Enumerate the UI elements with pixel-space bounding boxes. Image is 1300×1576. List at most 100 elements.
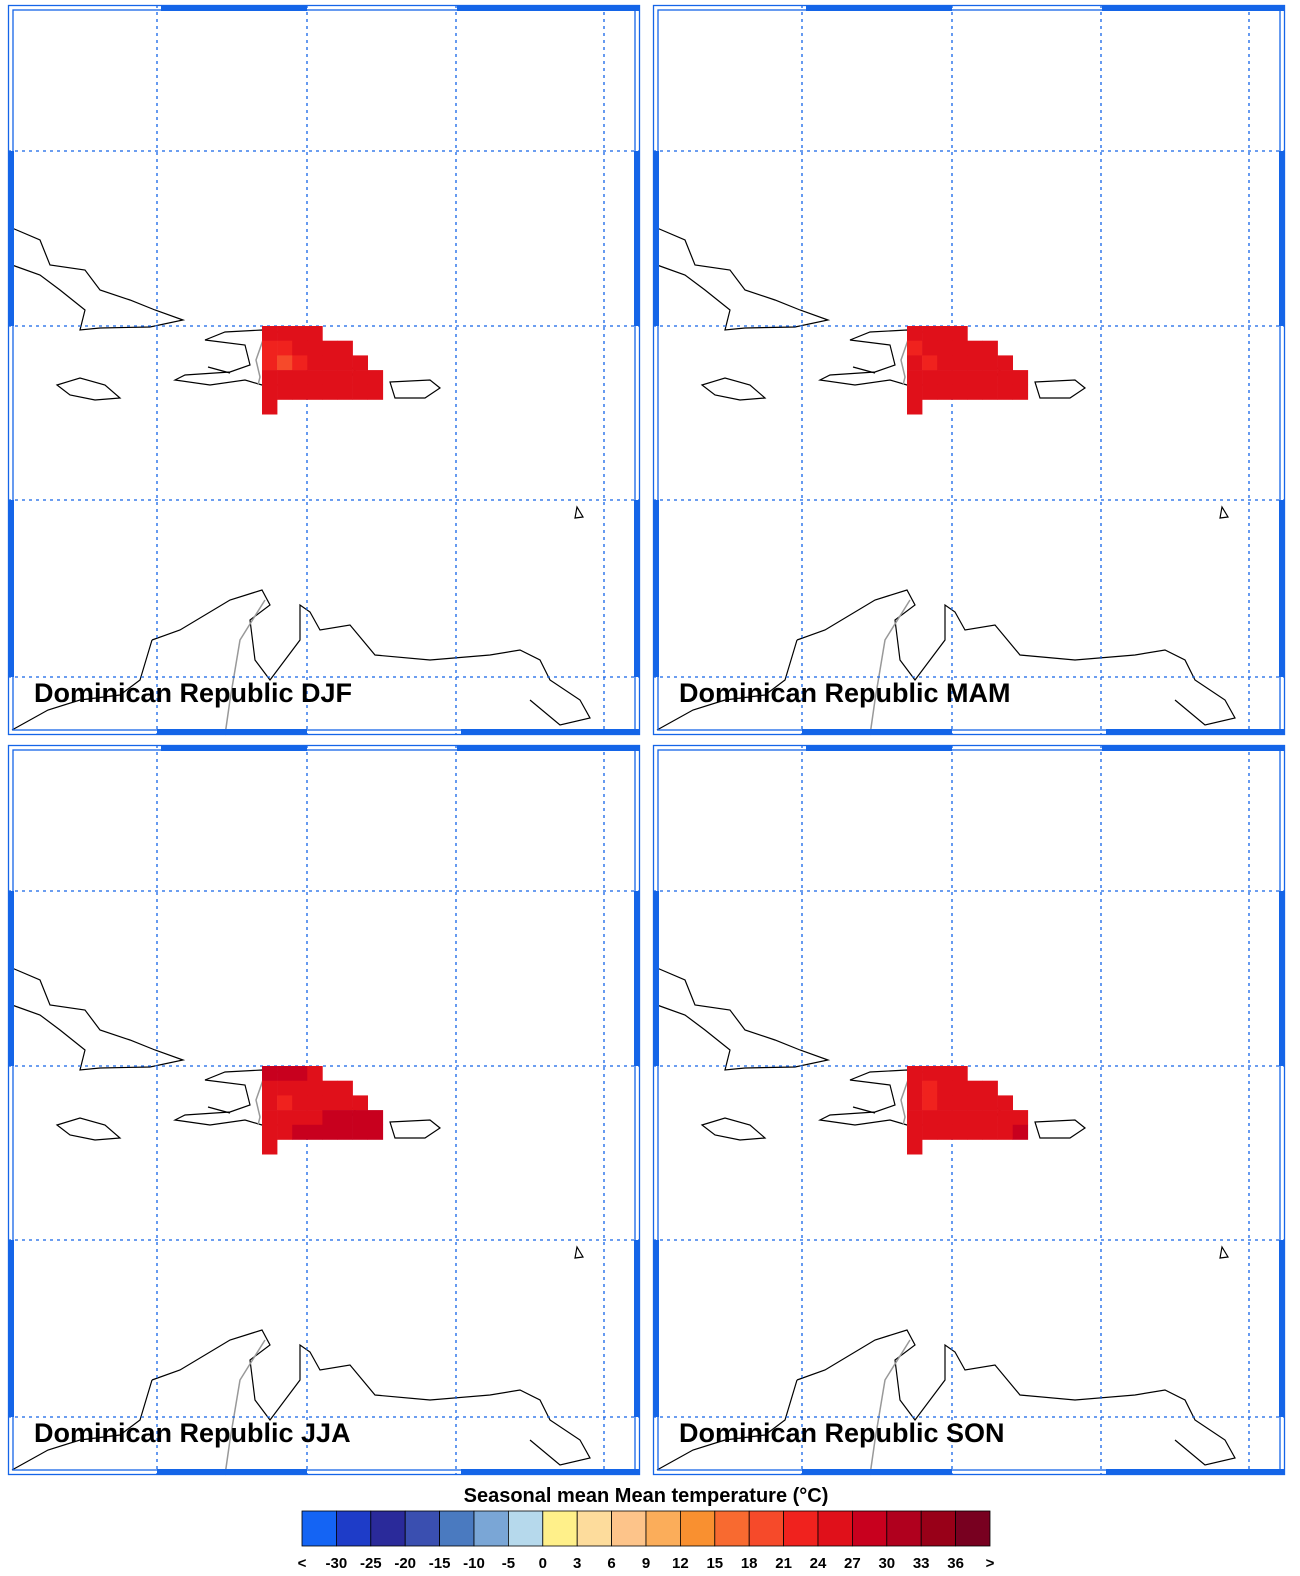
grid-cell xyxy=(922,355,938,371)
grid-cell xyxy=(1012,384,1029,400)
grid-cell xyxy=(952,384,968,400)
grid-cell xyxy=(997,1095,1013,1111)
colorbar-label: 27 xyxy=(844,1555,861,1572)
grid-cell xyxy=(907,1066,923,1081)
colorbar-label: -5 xyxy=(502,1555,515,1572)
grid-cell xyxy=(982,370,998,386)
grid-cell xyxy=(262,326,278,341)
grid-cell xyxy=(307,1110,323,1126)
colorbar-label: 21 xyxy=(775,1555,792,1572)
grid-cell xyxy=(307,355,323,371)
grid-cell xyxy=(352,355,368,371)
colorbar-box xyxy=(680,1510,716,1547)
grid-cell xyxy=(982,1080,998,1096)
colorbar-box xyxy=(611,1510,647,1547)
grid-cell xyxy=(262,1124,278,1140)
grid-cell xyxy=(322,384,338,400)
panel-title: Dominican Republic MAM xyxy=(679,678,1011,708)
colorbar-box xyxy=(748,1510,785,1547)
grid-cell xyxy=(952,1066,968,1081)
grid-cell xyxy=(292,1080,308,1096)
grid-cell xyxy=(937,340,953,356)
grid-cell xyxy=(277,370,293,386)
grid-cell xyxy=(307,1066,323,1081)
colorbar-label: -10 xyxy=(463,1555,485,1572)
grid-cell xyxy=(262,340,278,356)
grid-cell xyxy=(982,1095,998,1111)
colorbar-box xyxy=(920,1510,957,1547)
grid-cell xyxy=(277,1080,293,1096)
colorbar-label: 36 xyxy=(947,1555,964,1572)
grid-cell xyxy=(922,370,938,386)
grid-cell xyxy=(262,370,278,386)
grid-cell xyxy=(322,355,338,371)
grid-cell xyxy=(262,1095,278,1111)
panel-title: Dominican Republic JJA xyxy=(34,1418,351,1448)
grid-cell xyxy=(982,384,998,400)
grid-cell xyxy=(907,1095,923,1111)
colorbar-box xyxy=(370,1510,406,1547)
grid-cell xyxy=(1012,370,1029,386)
grid-cell xyxy=(292,1066,308,1081)
grid-cell xyxy=(307,1095,323,1111)
colorbar-label: -25 xyxy=(360,1555,382,1572)
colorbar-box xyxy=(335,1510,372,1547)
grid-cell xyxy=(292,340,308,356)
colorbar-label: 3 xyxy=(573,1555,581,1572)
grid-cell xyxy=(982,1110,998,1126)
colorbar-label: -20 xyxy=(394,1555,416,1572)
grid-cell xyxy=(352,1124,368,1140)
grid-cell xyxy=(907,1080,923,1096)
colorbar-box xyxy=(955,1510,991,1547)
colorbar-box xyxy=(817,1510,853,1547)
grid-cell xyxy=(322,1110,338,1126)
grid-cell xyxy=(907,399,923,415)
grid-cell xyxy=(997,355,1013,371)
grid-cell xyxy=(367,384,384,400)
grid-cell xyxy=(277,355,293,371)
grid-cell xyxy=(952,1080,968,1096)
grid-cell xyxy=(337,355,353,371)
grid-cell xyxy=(322,340,338,356)
grid-cell xyxy=(967,370,983,386)
colorbar-title: Seasonal mean Mean temperature (°C) xyxy=(464,1485,829,1507)
grid-cell xyxy=(337,370,353,386)
grid-cell xyxy=(907,1139,923,1155)
grid-cell xyxy=(262,1110,278,1126)
grid-cell xyxy=(307,384,323,400)
grid-cell xyxy=(322,1124,338,1140)
grid-cell xyxy=(277,384,293,400)
grid-cell xyxy=(967,1095,983,1111)
grid-cell xyxy=(937,1066,953,1081)
colorbar-box xyxy=(645,1510,681,1547)
grid-cell xyxy=(982,355,998,371)
grid-cell xyxy=(352,1110,368,1126)
grid-cell xyxy=(337,340,353,356)
grid-cell xyxy=(982,340,998,356)
colorbar-label: 33 xyxy=(913,1555,930,1572)
grid-cell xyxy=(277,1124,293,1140)
colorbar-label: -30 xyxy=(326,1555,348,1572)
grid-cell xyxy=(292,384,308,400)
grid-cell xyxy=(292,355,308,371)
grid-cell xyxy=(262,1066,278,1081)
colorbar-box xyxy=(783,1510,819,1547)
grid-cell xyxy=(997,1110,1013,1126)
grid-cell xyxy=(907,355,923,371)
grid-cell xyxy=(292,326,308,341)
grid-cell xyxy=(937,1110,953,1126)
map-panel: Dominican Republic DJF xyxy=(7,4,641,736)
grid-cell xyxy=(922,1066,938,1081)
grid-cell xyxy=(367,1124,384,1140)
grid-cell xyxy=(277,1110,293,1126)
colorbar-label: < xyxy=(298,1555,307,1572)
grid-cell xyxy=(907,1124,923,1140)
grid-cell xyxy=(967,1080,983,1096)
colorbar-label: > xyxy=(986,1555,995,1572)
grid-cell xyxy=(997,370,1013,386)
grid-cell xyxy=(952,1124,968,1140)
grid-cell xyxy=(907,326,923,341)
grid-cell xyxy=(1012,1110,1029,1126)
grid-cell xyxy=(1012,1124,1029,1140)
grid-cell xyxy=(307,326,323,341)
